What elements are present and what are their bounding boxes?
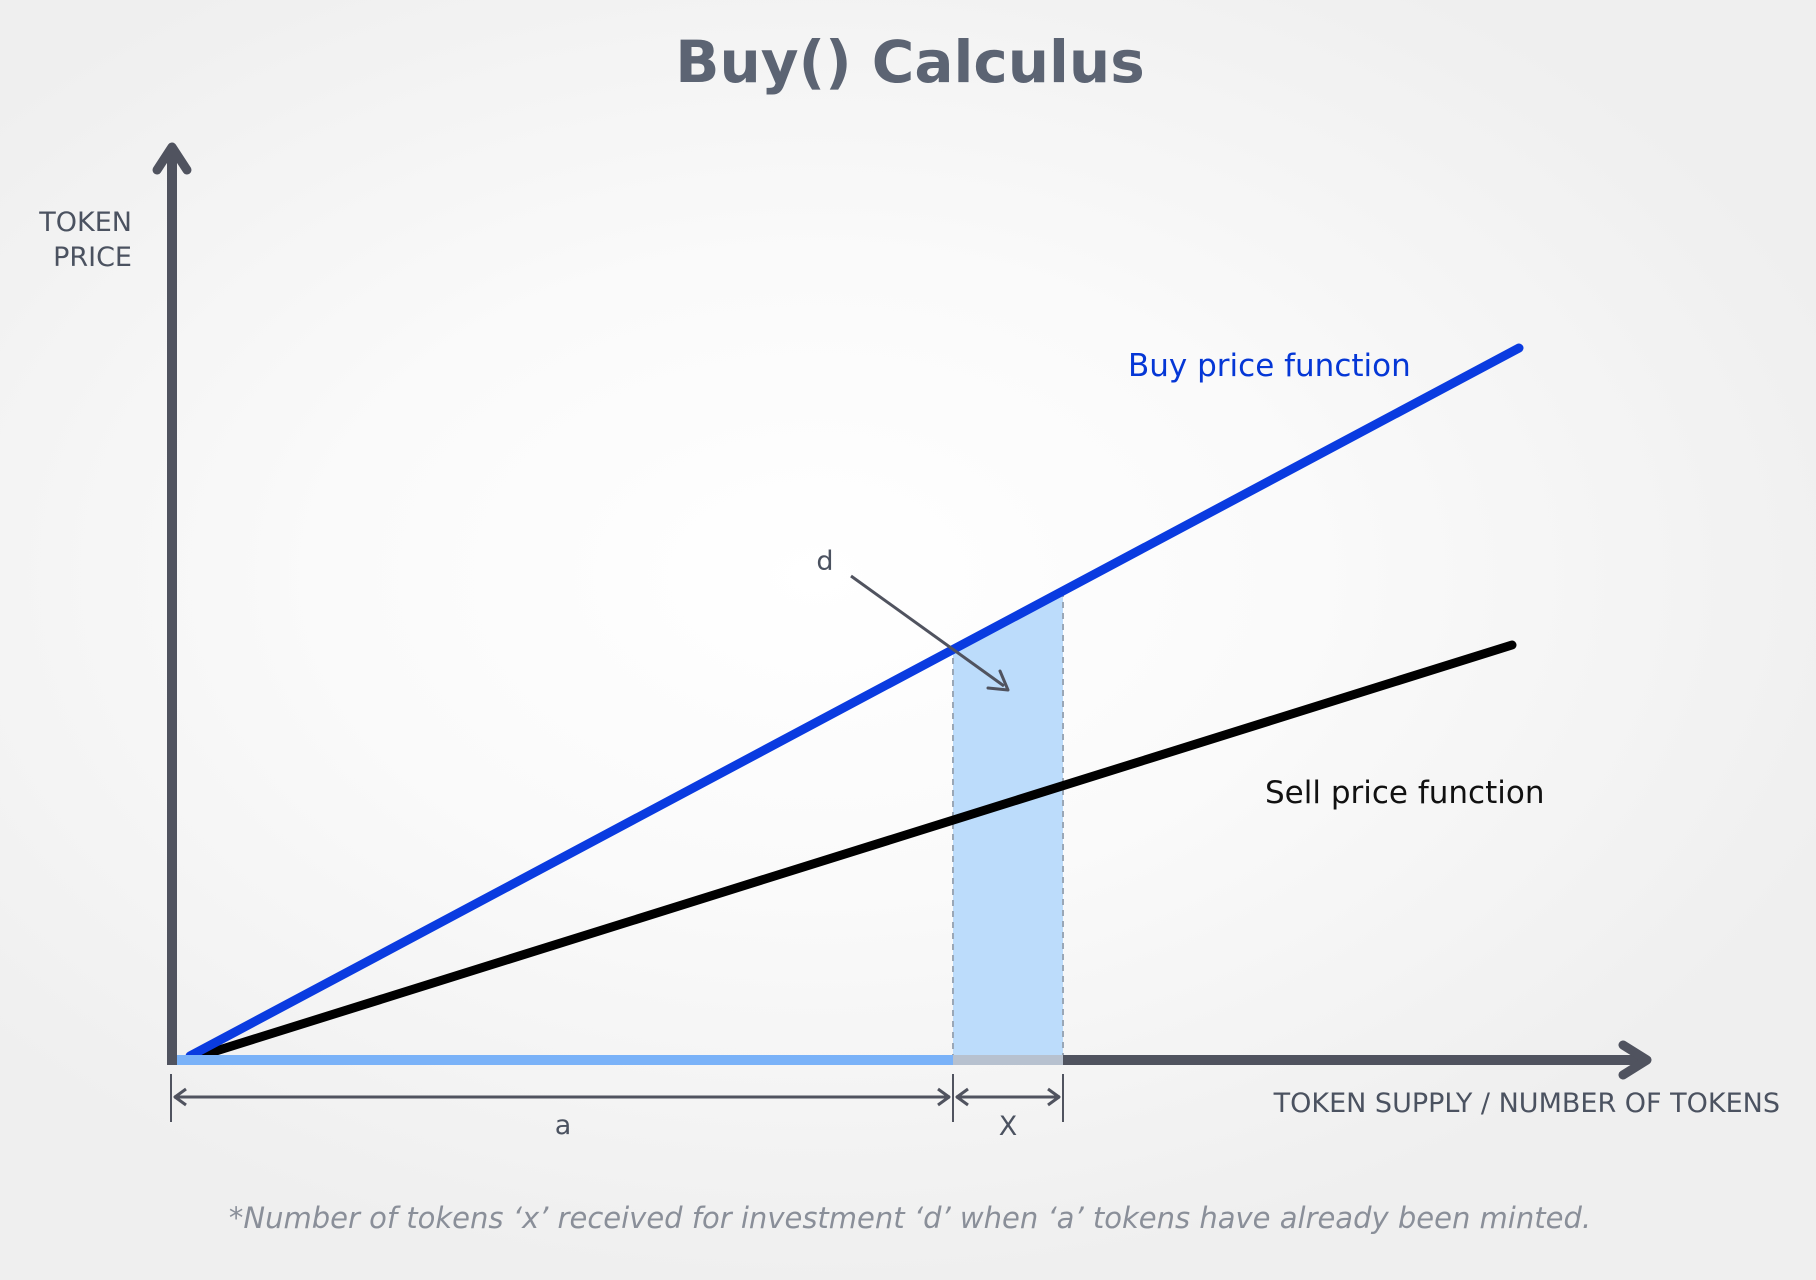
buy-price-label: Buy price function <box>1128 348 1411 384</box>
investment-area-d <box>953 591 1063 1060</box>
y-axis-label-line1: TOKEN <box>38 207 132 238</box>
x-axis-arrowhead <box>1618 1040 1652 1080</box>
d-pointer-arrow-shaft <box>850 574 1005 688</box>
buy-price-line <box>185 343 1524 1061</box>
label-x: X <box>999 1111 1018 1142</box>
dimension-arrowhead-a-left <box>173 1087 187 1107</box>
sell-price-line <box>195 640 1517 1061</box>
y-axis-arrowhead <box>152 142 192 175</box>
y-axis-label-line2: PRICE <box>53 242 132 273</box>
dimension-arrowhead-a-right <box>937 1087 951 1107</box>
label-a: a <box>555 1110 572 1141</box>
diagram-title: Buy() Calculus <box>675 28 1144 96</box>
d-pointer-arrowhead <box>986 669 1010 692</box>
dimension-arrowhead-x-left <box>955 1087 969 1107</box>
dimension-arrowhead-x-right <box>1047 1087 1061 1107</box>
x-axis-label: TOKEN SUPPLY / NUMBER OF TOKENS <box>1273 1088 1780 1119</box>
sell-price-label: Sell price function <box>1265 775 1544 811</box>
footnote: *Number of tokens ‘x’ received for inves… <box>229 1201 1591 1235</box>
label-d: d <box>816 546 833 577</box>
